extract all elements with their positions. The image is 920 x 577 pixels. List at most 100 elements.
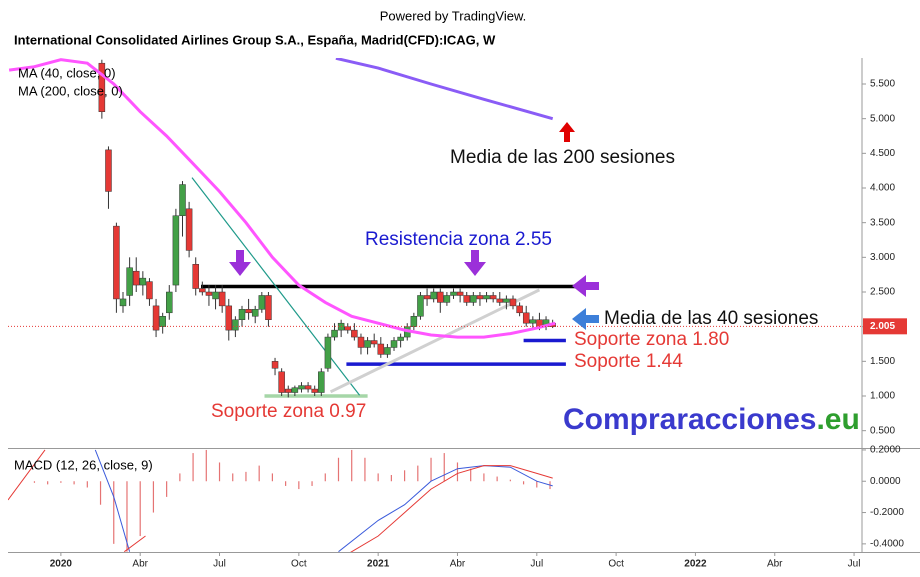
y-tick-label: 0.2000 — [870, 445, 901, 456]
candle-body — [185, 208, 193, 251]
candle-body — [463, 295, 470, 303]
candle-body — [298, 385, 305, 390]
y-tick-label: 1.000 — [870, 391, 895, 402]
candle-body — [98, 62, 106, 112]
x-tick-label: Abr — [767, 559, 783, 570]
y-tick-label: 4.000 — [870, 183, 895, 194]
y-tick-label: 0.500 — [870, 425, 895, 436]
candle-body — [119, 298, 127, 307]
candle-body — [105, 149, 112, 192]
arrow-down — [464, 250, 486, 276]
candle-body — [278, 371, 285, 393]
annotation: Resistencia zona 2.55 — [365, 229, 552, 250]
candle-body — [423, 295, 431, 300]
candle-body — [476, 295, 484, 300]
arrow-left — [572, 308, 599, 330]
candle-body — [218, 291, 226, 307]
y-tick-label: 4.500 — [870, 148, 895, 159]
y-tick-label: -0.4000 — [870, 539, 904, 550]
arrow-down — [229, 250, 251, 276]
arrow-up — [559, 122, 575, 142]
candle-body — [159, 316, 166, 327]
candle-body — [238, 309, 246, 320]
last-price-label: 2.005 — [870, 321, 895, 332]
watermark: Compraracciones.eu — [563, 403, 860, 436]
candle-body — [212, 291, 219, 300]
annotation-line — [191, 177, 361, 396]
candle-body — [384, 347, 391, 355]
candle-body — [232, 319, 239, 331]
candle-body — [166, 291, 173, 314]
annotation: Media de las 200 sesiones — [450, 147, 675, 168]
candle-body — [251, 309, 259, 317]
candle-body — [456, 291, 464, 296]
y-tick-label: 5.500 — [870, 79, 895, 90]
candle-body — [139, 277, 147, 286]
candle-body — [225, 305, 233, 331]
x-tick-label: Oct — [608, 559, 624, 570]
annotation-line — [329, 288, 541, 394]
x-tick-label: Abr — [132, 559, 148, 570]
x-tick-label: 2021 — [367, 559, 390, 570]
chart-title: International Consolidated Airlines Grou… — [14, 32, 496, 47]
candle-body — [364, 340, 371, 348]
candle-body — [304, 385, 312, 390]
axes: 2020 Abr Jul Oct 2021 Abr Jul Oct 2022 Abr Jul 0.50… — [8, 58, 920, 570]
y-tick-label: 5.000 — [870, 113, 895, 124]
legend-entry: MA (40, close, 0) — [18, 65, 116, 80]
annotation: Soporte zona 1.80 — [574, 329, 729, 350]
candle-body — [522, 312, 530, 324]
candle-body — [132, 270, 140, 286]
candle-body — [370, 340, 378, 345]
candle-body — [509, 298, 517, 307]
candle-body — [271, 361, 279, 369]
candle-body — [443, 295, 451, 303]
candle-body — [146, 281, 153, 300]
candle-body — [192, 264, 199, 289]
candle-body — [318, 371, 325, 393]
macd-line — [94, 449, 553, 552]
candle-body — [410, 316, 418, 327]
candle-body — [113, 225, 120, 300]
candle-body — [265, 295, 272, 320]
candle-body — [483, 295, 490, 300]
moving-average — [335, 58, 554, 121]
candle-body — [199, 288, 206, 293]
last-price-box — [863, 318, 907, 335]
macd-panel — [8, 449, 553, 552]
candle-body — [205, 291, 213, 296]
y-tick-label: -0.2000 — [870, 507, 904, 518]
x-tick-label: 2020 — [50, 559, 73, 570]
candle-body — [245, 309, 252, 314]
source: Powered by TradingView. — [380, 8, 526, 23]
x-tick-label: Jul — [848, 559, 861, 570]
y-tick-label: 1.500 — [870, 356, 895, 367]
x-tick-label: 2022 — [684, 559, 707, 570]
candle-body — [351, 329, 358, 338]
candle-body — [496, 298, 504, 303]
candle-body — [397, 336, 404, 341]
candle-body — [430, 291, 437, 300]
annotation: Soporte zona 0.97 — [211, 401, 366, 422]
candle-body — [390, 340, 398, 348]
candle-body — [417, 295, 424, 317]
candle-body — [489, 295, 497, 300]
y-tick-label: 2.500 — [870, 287, 895, 298]
macd-line — [8, 449, 553, 552]
candle-body — [172, 215, 180, 286]
candle-body — [470, 295, 477, 303]
arrows — [229, 122, 599, 330]
annotation: Soporte 1.44 — [574, 351, 683, 372]
candle-body — [291, 387, 299, 393]
legend-entry: MA (200, close, 0) — [18, 83, 123, 98]
candle-body — [324, 336, 332, 369]
candle-body — [357, 336, 365, 348]
moving-average — [8, 58, 556, 339]
x-tick-label: Jul — [530, 559, 543, 570]
candle-body — [258, 295, 266, 310]
x-tick-label: Abr — [450, 559, 466, 570]
candle-body — [179, 184, 186, 216]
arrow-left — [572, 275, 599, 297]
watermark-main: Compraracciones — [563, 403, 816, 436]
